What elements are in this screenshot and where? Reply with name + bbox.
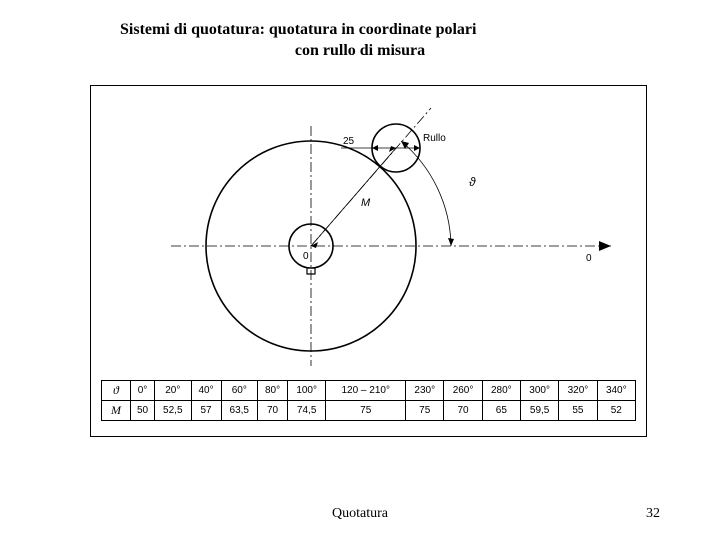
table-cell: 340°: [597, 381, 635, 401]
table-cell: 280°: [482, 381, 520, 401]
table-cell: 70: [258, 401, 288, 421]
table-cell: 57: [191, 401, 221, 421]
center-origin-label: 0: [303, 251, 309, 262]
title-line-2: con rullo di misura: [120, 41, 600, 62]
table-cell: 80°: [258, 381, 288, 401]
theta-label: ϑ: [469, 175, 476, 189]
title-line-1: Sistemi di quotatura: quotatura in coord…: [120, 20, 600, 41]
table-cell: 300°: [520, 381, 558, 401]
table-cell: 320°: [559, 381, 597, 401]
table-cell: 100°: [288, 381, 326, 401]
figure-frame: 0 M 25 Rullo ϑ 0 ϑ 0° 20° 40° 60° 80° 10…: [90, 85, 647, 437]
table-cell: 40°: [191, 381, 221, 401]
table-cell: 55: [559, 401, 597, 421]
m-label: M: [361, 197, 371, 209]
footer-label: Quotatura: [0, 506, 720, 522]
table-row: ϑ 0° 20° 40° 60° 80° 100° 120 – 210° 230…: [102, 381, 636, 401]
zero-axis-label: 0: [586, 253, 592, 264]
roller-label: Rullo: [423, 133, 446, 144]
table-cell: 59,5: [520, 401, 558, 421]
table-cell: 52: [597, 401, 635, 421]
table-cell: 70: [444, 401, 482, 421]
title-block: Sistemi di quotatura: quotatura in coord…: [120, 20, 600, 62]
row-label-m: M: [102, 401, 131, 421]
table-cell: 120 – 210°: [326, 381, 406, 401]
diameter-label: 25: [343, 136, 355, 147]
data-table: ϑ 0° 20° 40° 60° 80° 100° 120 – 210° 230…: [101, 380, 636, 421]
table-cell: 75: [406, 401, 444, 421]
table-cell: 20°: [155, 381, 191, 401]
table-cell: 52,5: [155, 401, 191, 421]
table-cell: 75: [326, 401, 406, 421]
table-cell: 63,5: [221, 401, 257, 421]
row-label-theta: ϑ: [102, 381, 131, 401]
page-number: 32: [646, 506, 660, 522]
table-cell: 65: [482, 401, 520, 421]
table-cell: 60°: [221, 381, 257, 401]
table-cell: 0°: [131, 381, 155, 401]
table-cell: 74,5: [288, 401, 326, 421]
table-row: M 50 52,5 57 63,5 70 74,5 75 75 70 65 59…: [102, 401, 636, 421]
table-cell: 50: [131, 401, 155, 421]
table-cell: 260°: [444, 381, 482, 401]
table-cell: 230°: [406, 381, 444, 401]
